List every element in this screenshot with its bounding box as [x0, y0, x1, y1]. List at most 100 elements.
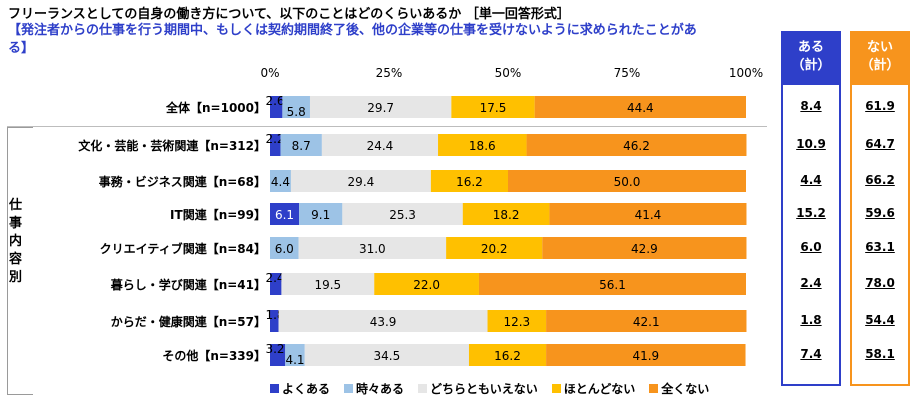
- data-label: 6.1: [275, 208, 294, 222]
- legend-item: ほとんどない: [551, 380, 636, 397]
- data-label: 50.0: [614, 175, 641, 189]
- nai-total-value: 59.6: [865, 206, 895, 220]
- category-label: クリエイティブ関連【n=84】: [99, 242, 266, 256]
- bar-segment: [478, 273, 746, 295]
- category-label: 文化・芸能・芸術関連【n=312】: [78, 139, 266, 153]
- nai-total-value: 78.0: [865, 276, 895, 290]
- data-label: 2.4: [265, 271, 284, 285]
- data-label: 43.9: [370, 315, 397, 329]
- bar-segment: [298, 237, 447, 259]
- bar-segment: [280, 134, 322, 156]
- bar-segment: [270, 310, 279, 332]
- aru-total-value: 8.4: [800, 99, 822, 113]
- bar-segment: [508, 170, 746, 192]
- group-label-char: 内: [9, 234, 23, 249]
- bar-segment: [321, 134, 439, 156]
- legend-swatch: [270, 384, 279, 393]
- nai-total-value: 64.7: [865, 137, 895, 151]
- data-label: 44.4: [627, 101, 654, 115]
- bar-segment: [451, 96, 535, 118]
- legend-swatch: [344, 384, 354, 393]
- legend-label: よくある: [282, 382, 331, 396]
- data-label: 19.5: [314, 278, 341, 292]
- bar-segment: [270, 96, 283, 118]
- data-label: 17.5: [480, 101, 507, 115]
- legend-swatch: [649, 384, 659, 393]
- aru-total-value: 10.9: [796, 137, 826, 151]
- data-label: 2.2: [265, 132, 284, 146]
- aru-total-value: 4.4: [800, 173, 822, 187]
- legend-label: ほとんどない: [563, 382, 636, 396]
- category-label: 事務・ビジネス関連【n=68】: [98, 175, 266, 189]
- data-label: 2.6: [265, 94, 284, 108]
- nai-total-value: 61.9: [865, 99, 895, 113]
- aru-total-box: [781, 31, 841, 386]
- data-label: 24.4: [367, 139, 394, 153]
- bar-segment: [549, 203, 747, 225]
- data-label: 5.8: [287, 105, 306, 119]
- data-label: 29.4: [348, 175, 375, 189]
- aru-total-value: 6.0: [800, 240, 822, 254]
- group-label-char: 事: [9, 216, 23, 231]
- x-tick-label: 25%: [375, 66, 403, 80]
- data-label: 12.3: [503, 315, 530, 329]
- nai-total-value: 66.2: [865, 173, 895, 187]
- bar-segment: [299, 203, 343, 225]
- bar-segment: [309, 96, 452, 118]
- data-label: 29.7: [367, 101, 394, 115]
- data-label: 18.2: [493, 208, 520, 222]
- category-label: その他【n=339】: [162, 349, 266, 363]
- legend-label: 全くない: [661, 382, 710, 396]
- bar-segment: [270, 134, 281, 156]
- group-label-char: 別: [9, 270, 23, 285]
- bar-segment: [430, 170, 508, 192]
- bar-segment: [270, 273, 282, 295]
- nai-total-box: [850, 31, 910, 386]
- data-label: 6.0: [275, 242, 294, 256]
- group-label-char: 容: [9, 252, 23, 267]
- data-label: 42.9: [631, 242, 658, 256]
- data-label: 46.2: [623, 139, 650, 153]
- nai-total-value: 54.4: [865, 313, 895, 327]
- nai-header-line2: （計）: [860, 58, 900, 73]
- data-label: 34.5: [373, 349, 400, 363]
- group-bracket: [7, 127, 33, 395]
- bar-segment: [285, 344, 305, 366]
- legend-item: 全くない: [649, 380, 709, 397]
- data-label: 42.1: [633, 315, 660, 329]
- legend-label: 時々ある: [356, 382, 405, 396]
- legend: よくある 時々ある どちらともいえない ほとんどない 全くない: [270, 380, 709, 397]
- bar-segment: [270, 344, 286, 366]
- aru-total-value: 1.8: [800, 313, 822, 327]
- bar-segment: [281, 273, 375, 295]
- x-tick-label: 50%: [494, 66, 522, 80]
- aru-total-header: ある （計）: [783, 33, 839, 85]
- bar-segment: [446, 237, 543, 259]
- legend-item: どちらともいえない: [418, 380, 538, 397]
- bar-segment: [462, 203, 550, 225]
- data-label: 41.9: [632, 349, 659, 363]
- aru-total-value: 2.4: [800, 276, 822, 290]
- data-label: 22.0: [413, 278, 440, 292]
- category-label: IT関連【n=99】: [170, 208, 266, 222]
- x-tick-label: 75%: [613, 66, 641, 80]
- category-label: からだ・健康関連【n=57】: [110, 315, 266, 329]
- bar-segment: [270, 237, 299, 259]
- group-separator: [7, 126, 767, 127]
- data-label: 18.6: [469, 139, 496, 153]
- data-label: 31.0: [359, 242, 386, 256]
- data-label: 25.3: [389, 208, 416, 222]
- bar-segment: [290, 170, 431, 192]
- nai-total-value: 58.1: [865, 347, 895, 361]
- nai-total-value: 63.1: [865, 240, 895, 254]
- aru-total-value: 7.4: [800, 347, 822, 361]
- group-label-char: 仕: [9, 198, 23, 213]
- bar-segment: [278, 310, 488, 332]
- bar-segment: [526, 134, 747, 156]
- category-label: 全体【n=1000】: [166, 101, 266, 115]
- bar-segment: [468, 344, 547, 366]
- bar-segment: [487, 310, 547, 332]
- group-label: 仕 事 内 容 別: [9, 197, 22, 287]
- bar-segment: [546, 344, 746, 366]
